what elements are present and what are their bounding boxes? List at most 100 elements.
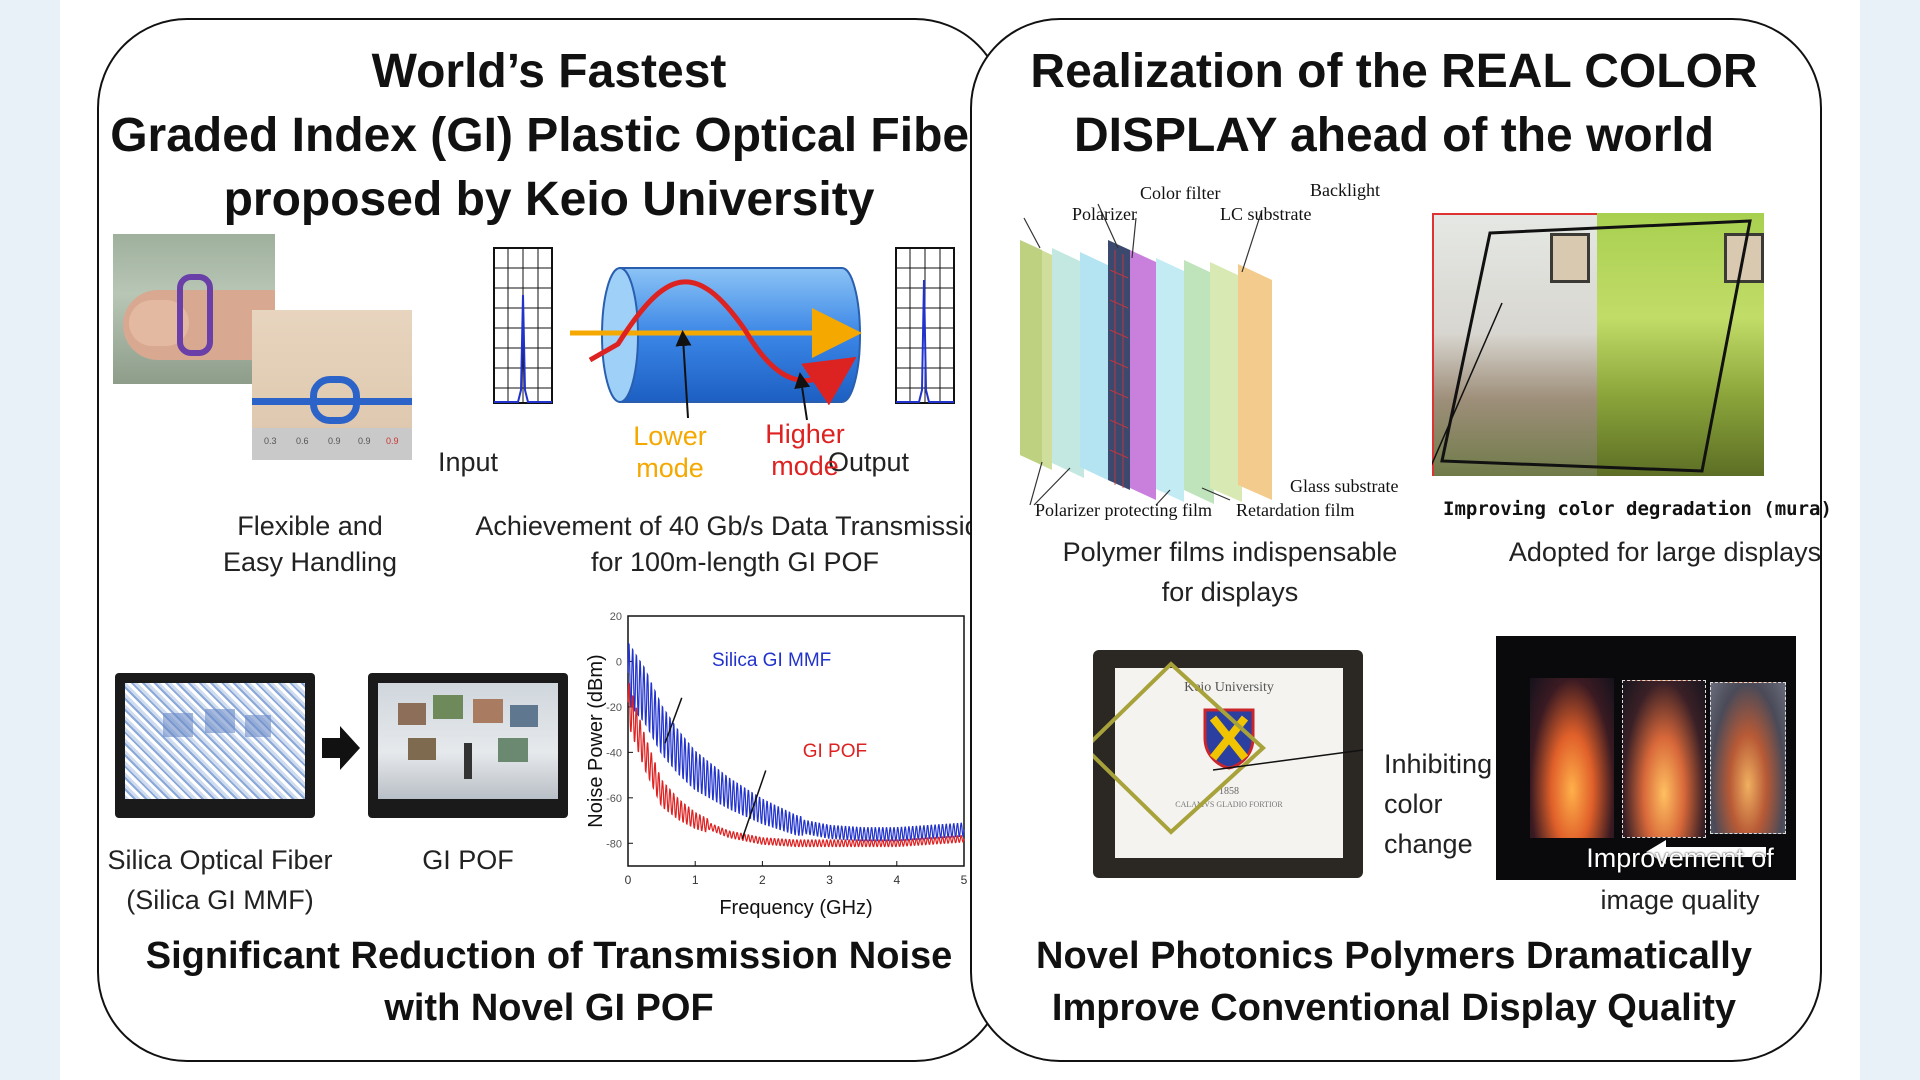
noise-power-chart: 0 1 2 3 4 5 20 0 -20 -40 -60 -80 Frequency (GHz) Nois… xyxy=(585,611,968,919)
right-bottom-title-1: Novel Photonics Polymers Dramatically xyxy=(1036,935,1752,977)
x-tick-label: 2 xyxy=(759,873,766,887)
right-panel xyxy=(970,18,1822,1062)
silica-noise-monitor xyxy=(115,673,315,818)
left-title-line-2: Graded Index (GI) Plastic Optical Fiber xyxy=(110,109,988,162)
series-label: Silica GI MMF xyxy=(712,650,831,671)
lower-mode-label-2: mode xyxy=(636,453,704,483)
lantern-shape xyxy=(1550,233,1590,283)
candle-comparison-photo xyxy=(1496,636,1796,880)
rotated-square-frame xyxy=(1093,661,1363,835)
output-label: Output xyxy=(828,447,910,477)
clear-block xyxy=(433,695,463,719)
gipof-caption: GI POF xyxy=(422,845,514,875)
y-tick-label: -20 xyxy=(606,702,622,714)
polarizer-label: Polarizer xyxy=(1072,204,1137,224)
arrow-right-icon xyxy=(322,726,360,770)
clear-screen xyxy=(378,683,558,799)
left-panel xyxy=(97,18,1005,1062)
y-tick-label: -40 xyxy=(606,747,622,759)
noisy-block xyxy=(163,713,193,737)
flexible-caption-1: Flexible and xyxy=(237,511,383,541)
lower-mode-label-1: Lower xyxy=(633,421,707,451)
x-tick-label: 3 xyxy=(826,873,833,887)
left-title-line-1: World’s Fastest xyxy=(371,45,727,98)
transmission-diagram xyxy=(493,247,955,421)
left-title-line-3: proposed by Keio University xyxy=(223,173,875,226)
x-tick-label: 5 xyxy=(961,873,968,887)
chart-plot-area xyxy=(627,615,965,867)
series-label: GI POF xyxy=(803,741,867,762)
x-tick-label: 1 xyxy=(692,873,699,887)
tablet-screen: Keio University 1858 CALAMVS GLADIO FORT… xyxy=(1115,668,1343,858)
noisy-block xyxy=(245,715,271,737)
fiber-loop-shape xyxy=(177,274,213,356)
inhibit-caption-2: color xyxy=(1384,789,1443,819)
y-axis-label: Noise Power (dBm) xyxy=(585,654,607,827)
candle-panel-1 xyxy=(1530,678,1614,838)
ruler-mark: 0.9 xyxy=(386,436,399,446)
x-axis-label: Frequency (GHz) xyxy=(719,897,872,919)
arrow-left-icon xyxy=(1646,840,1766,864)
candle-panel-2 xyxy=(1622,680,1706,838)
films-caption-2: for displays xyxy=(1161,577,1299,607)
polarizer-protecting-label: Polarizer protecting film xyxy=(1035,500,1212,520)
ruler-mark: 0.9 xyxy=(328,436,341,446)
clear-block xyxy=(510,705,538,727)
clear-block xyxy=(398,703,426,725)
output-pulse-plot xyxy=(895,247,955,404)
retardation-label: Retardation film xyxy=(1236,500,1355,520)
y-tick-label: 0 xyxy=(616,656,622,668)
flexible-caption-2: Easy Handling xyxy=(222,547,398,577)
glass-substrate-label: Glass substrate xyxy=(1290,476,1399,496)
ruler-mark: 0.3 xyxy=(264,436,277,446)
films-caption-1: Polymer films indispensable xyxy=(1062,537,1398,567)
large-displays-caption: Adopted for large displays xyxy=(1508,537,1822,567)
right-title-line-1: Realization of the REAL COLOR xyxy=(1030,45,1758,98)
person-figure xyxy=(464,743,472,779)
silica-caption-1: Silica Optical Fiber xyxy=(107,845,333,875)
x-tick-label: 0 xyxy=(625,873,632,887)
series-line-silica-gi-mmf xyxy=(627,641,965,842)
noisy-screen xyxy=(125,683,305,799)
tablet-motto: CALAMVS GLADIO FORTIOR xyxy=(1175,800,1283,809)
tablet-heading: Keio University xyxy=(1184,680,1274,695)
y-tick-label: -60 xyxy=(606,793,622,805)
clear-block xyxy=(473,699,503,723)
gipof-clear-monitor xyxy=(368,673,568,818)
display-layer-stack xyxy=(1020,203,1272,506)
higher-mode-label-2: mode xyxy=(771,451,839,481)
higher-mode-label-1: Higher xyxy=(765,419,845,449)
left-bottom-title-2: with Novel GI POF xyxy=(384,987,714,1029)
page: World’s Fastest Graded Index (GI) Plasti… xyxy=(60,0,1860,1080)
fiber-cylinder xyxy=(570,267,862,421)
transmission-caption-1: Achievement of 40 Gb/s Data Transmission xyxy=(475,511,995,541)
right-title-line-2: DISPLAY ahead of the world xyxy=(1073,109,1715,162)
y-tick-label: 20 xyxy=(610,611,622,623)
tablet-years: 1858 xyxy=(1219,786,1239,797)
ruler-mark: 0.9 xyxy=(358,436,371,446)
clear-block xyxy=(498,738,528,762)
silica-callout-line xyxy=(664,697,683,744)
inhibit-caption-3: change xyxy=(1384,829,1473,859)
noisy-block xyxy=(205,709,235,733)
gipof-callout-line xyxy=(741,770,767,839)
fiber-knot-photo: 0.3 0.6 0.9 0.9 0.9 xyxy=(252,310,412,460)
backlight-label: Backlight xyxy=(1310,180,1380,200)
right-bottom-title-2: Improve Conventional Display Quality xyxy=(1051,987,1737,1029)
input-pulse-plot xyxy=(493,247,553,404)
candle-panel-3 xyxy=(1710,682,1786,834)
clear-block xyxy=(408,738,436,760)
ruler-mark: 0.6 xyxy=(296,436,309,446)
y-tick-label: -80 xyxy=(606,838,622,850)
ruler-shape: 0.3 0.6 0.9 0.9 0.9 xyxy=(252,428,412,460)
tablet-photo: Keio University 1858 CALAMVS GLADIO FORT… xyxy=(1093,650,1363,878)
input-label: Input xyxy=(438,447,499,477)
mura-comparison-photo xyxy=(1432,213,1764,476)
mura-label: Improving color degradation (mura) xyxy=(1443,498,1832,520)
fiber-finger-photo xyxy=(113,234,275,384)
transmission-caption-2: for 100m-length GI POF xyxy=(590,547,880,577)
left-bottom-title-1: Significant Reduction of Transmission No… xyxy=(145,935,953,977)
x-tick-label: 4 xyxy=(893,873,900,887)
color-filter-label: Color filter xyxy=(1140,183,1221,203)
knot-cable-shape xyxy=(252,398,412,405)
